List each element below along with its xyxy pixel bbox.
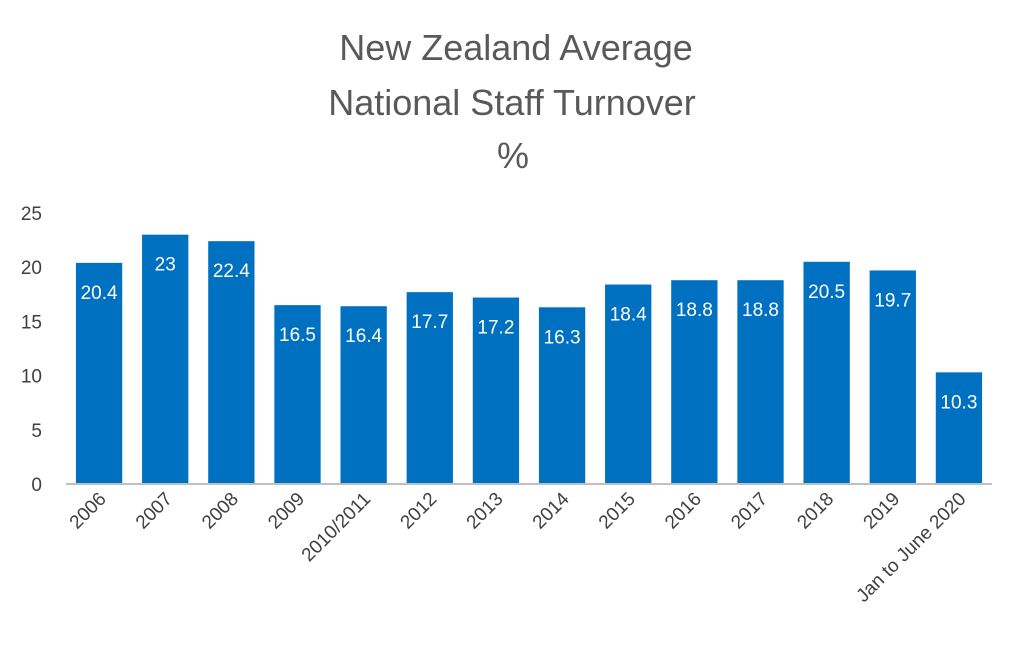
x-category-label: Jan to June 2020 bbox=[853, 489, 971, 607]
bar-data-label: 17.7 bbox=[411, 312, 448, 333]
chart-title: New Zealand Average National Staff Turno… bbox=[328, 27, 696, 176]
x-category-label: 2009 bbox=[264, 489, 309, 534]
x-category-label: 2012 bbox=[397, 489, 442, 534]
x-category-label: 2014 bbox=[529, 488, 574, 533]
x-category-label: 2007 bbox=[132, 489, 177, 534]
bar-data-label: 16.3 bbox=[544, 327, 581, 348]
bar bbox=[935, 372, 983, 484]
bar-data-label: 22.4 bbox=[213, 261, 250, 282]
bar bbox=[605, 284, 652, 484]
x-category-label: 2010/2011 bbox=[298, 489, 375, 566]
bar bbox=[671, 280, 718, 484]
bar bbox=[538, 307, 586, 484]
bar-data-label: 19.7 bbox=[874, 290, 911, 311]
y-tick-label: 25 bbox=[21, 204, 42, 225]
y-tick-label: 20 bbox=[21, 258, 42, 279]
bar bbox=[406, 292, 453, 484]
bar-data-label: 23 bbox=[155, 255, 176, 276]
bar-data-label: 18.8 bbox=[742, 300, 779, 321]
x-category-label: 2006 bbox=[66, 489, 111, 534]
bar bbox=[142, 234, 189, 484]
bar-data-label: 18.8 bbox=[676, 300, 713, 321]
bar bbox=[869, 270, 916, 484]
x-category-label: 2018 bbox=[793, 489, 838, 534]
chart-title-line-2: National Staff Turnover bbox=[328, 82, 696, 123]
bar bbox=[472, 297, 520, 484]
bar-data-label: 18.4 bbox=[610, 305, 647, 326]
chart-title-line-1: New Zealand Average bbox=[339, 27, 693, 68]
data-labels: 20.4 23 22.4 16.5 16.4 17.7 17.2 16.3 18.4 18.8 18… bbox=[81, 255, 978, 414]
bar-data-label: 17.2 bbox=[477, 318, 514, 339]
bar bbox=[737, 280, 784, 484]
bar-data-label: 16.5 bbox=[279, 325, 316, 346]
x-category-label: 2015 bbox=[595, 489, 640, 534]
y-tick-label: 5 bbox=[31, 421, 42, 442]
bar bbox=[803, 261, 850, 484]
bar bbox=[340, 306, 387, 484]
y-tick-label: 15 bbox=[21, 312, 42, 333]
x-category-label: 2013 bbox=[463, 489, 508, 534]
y-axis: 0 5 10 15 20 25 bbox=[21, 204, 42, 496]
bar-data-label: 20.4 bbox=[81, 283, 118, 304]
y-tick-label: 0 bbox=[31, 475, 42, 496]
bar-series bbox=[75, 234, 983, 484]
bar-data-label: 20.5 bbox=[808, 282, 845, 303]
bar-data-label: 16.4 bbox=[345, 326, 382, 347]
y-tick-label: 10 bbox=[21, 367, 42, 388]
x-category-label: 2017 bbox=[727, 489, 772, 534]
bar bbox=[274, 305, 321, 484]
bar bbox=[208, 241, 255, 484]
x-category-label: 2019 bbox=[860, 489, 905, 534]
x-category-label: 2008 bbox=[198, 489, 243, 534]
chart-title-line-3: % bbox=[497, 135, 529, 176]
bar bbox=[75, 262, 123, 484]
x-category-label: 2016 bbox=[661, 489, 706, 534]
bar-data-label: 10.3 bbox=[940, 392, 977, 413]
